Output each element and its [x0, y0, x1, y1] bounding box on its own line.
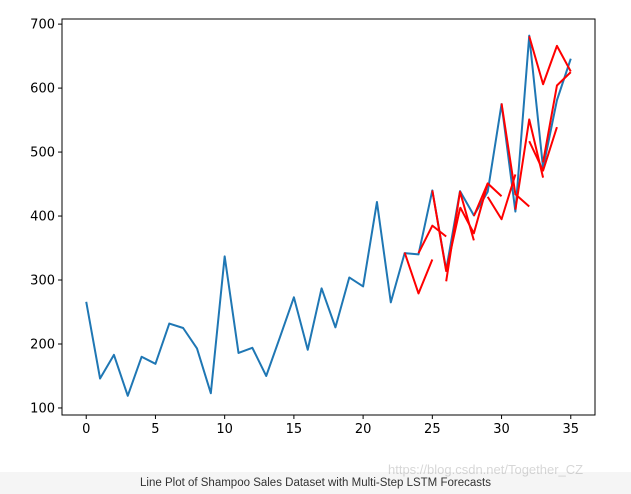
series-line-forecast-5 — [459, 183, 489, 235]
y-tick-label: 600 — [30, 82, 55, 97]
chart-caption: Line Plot of Shampoo Sales Dataset with … — [140, 477, 491, 489]
x-tick-label: 35 — [562, 422, 579, 437]
y-tick-label: 700 — [30, 18, 55, 33]
series-line-forecast-11 — [542, 71, 572, 163]
series-line-forecast-9 — [514, 118, 545, 210]
series-line-forecast-8 — [500, 103, 530, 208]
watermark: https://blog.csdn.net/Together_CZ — [388, 462, 584, 477]
x-tick-label: 10 — [216, 422, 233, 437]
x-tick-label: 20 — [355, 422, 372, 437]
axis-ticks: 0 5 10 15 20 25 30 35 100 200 300 400 500 600 700 — [30, 18, 579, 437]
series-line-forecast-10 — [528, 126, 558, 172]
series-line-observed — [85, 34, 572, 397]
x-tick-label: 5 — [151, 422, 159, 437]
y-tick-label: 100 — [30, 401, 55, 416]
y-tick-label: 400 — [30, 210, 55, 225]
plot-area — [61, 18, 596, 416]
x-tick-label: 0 — [82, 422, 90, 437]
series-lines — [85, 34, 572, 397]
x-tick-label: 30 — [493, 422, 510, 437]
series-line-forecast-12 — [528, 35, 572, 86]
series-line-forecast-6 — [472, 182, 503, 217]
caption-bar — [0, 472, 631, 494]
series-line-forecast-3 — [431, 190, 461, 273]
y-tick-label: 200 — [30, 337, 55, 352]
y-tick-label: 300 — [30, 274, 55, 289]
series-line-forecast-1 — [403, 252, 434, 295]
x-tick-label: 25 — [424, 422, 441, 437]
y-tick-label: 500 — [30, 146, 55, 161]
series-line-forecast-2 — [417, 224, 447, 254]
series-line-forecast-7 — [486, 174, 517, 221]
x-tick-label: 15 — [286, 422, 303, 437]
